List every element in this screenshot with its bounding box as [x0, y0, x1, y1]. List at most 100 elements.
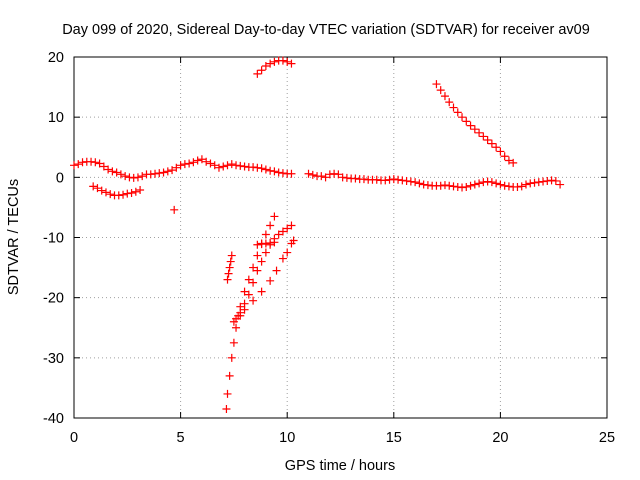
- x-tick-label: 0: [70, 430, 78, 446]
- data-point: [240, 162, 249, 171]
- data-point: [101, 188, 110, 197]
- data-point: [289, 236, 298, 245]
- data-point: [283, 57, 292, 66]
- data-point: [193, 156, 202, 165]
- data-point: [270, 238, 279, 247]
- data-point: [385, 175, 394, 184]
- data-point: [89, 182, 98, 191]
- data-point: [257, 287, 266, 296]
- plot-frame: [73, 56, 608, 419]
- data-point: [222, 404, 231, 413]
- data-point: [121, 172, 130, 181]
- data-point: [225, 263, 234, 272]
- data-point: [261, 62, 270, 71]
- data-point: [270, 57, 279, 66]
- data-point: [287, 221, 296, 230]
- data-point: [440, 92, 449, 101]
- data-point: [151, 169, 160, 178]
- data-point: [359, 175, 368, 184]
- series-descending-arc: [432, 80, 518, 167]
- data-point: [483, 136, 492, 145]
- data-point: [172, 163, 181, 172]
- data-point: [138, 172, 147, 181]
- data-point: [530, 178, 539, 187]
- data-point: [125, 173, 134, 182]
- data-point: [278, 169, 287, 178]
- data-point: [475, 179, 484, 188]
- data-point: [266, 238, 275, 247]
- data-point: [278, 227, 287, 236]
- data-point: [249, 278, 258, 287]
- data-point: [236, 311, 245, 320]
- data-point: [436, 86, 445, 95]
- data-point: [351, 174, 360, 183]
- data-point: [180, 160, 189, 169]
- data-point: [266, 276, 275, 285]
- data-point: [227, 353, 236, 362]
- data-point: [470, 180, 479, 189]
- data-point: [432, 80, 441, 89]
- data-point: [304, 169, 313, 178]
- series-short-stub: [223, 251, 236, 284]
- data-point: [119, 190, 128, 199]
- y-tick-label: -30: [43, 351, 64, 367]
- data-point: [261, 230, 270, 239]
- data-point: [244, 275, 253, 284]
- data-point: [249, 263, 258, 272]
- x-axis-label: GPS time / hours: [285, 458, 395, 474]
- data-point: [389, 175, 398, 184]
- data-point: [449, 182, 458, 191]
- data-point: [445, 181, 454, 190]
- data-point: [114, 191, 123, 200]
- data-point: [159, 168, 168, 177]
- plot-border: [73, 56, 608, 419]
- data-point: [163, 167, 172, 176]
- data-point: [402, 176, 411, 185]
- data-point: [466, 121, 475, 130]
- data-point: [104, 165, 113, 174]
- data-point: [287, 169, 296, 178]
- data-point: [257, 164, 266, 173]
- data-point: [189, 158, 198, 167]
- data-point: [534, 178, 543, 187]
- data-point: [509, 158, 518, 167]
- data-point: [398, 176, 407, 185]
- data-point: [261, 239, 270, 248]
- data-point: [197, 155, 206, 164]
- y-tick-label: -20: [43, 291, 64, 307]
- data-point: [504, 182, 513, 191]
- series-middle-arc: [232, 221, 296, 323]
- y-tick-label: 0: [56, 170, 64, 186]
- data-point: [266, 59, 275, 68]
- data-point: [253, 266, 262, 275]
- data-point: [95, 159, 104, 168]
- data-point: [127, 188, 136, 197]
- y-tick-label: -10: [43, 231, 64, 247]
- x-tick-label: 25: [599, 430, 615, 446]
- axis-ticks: 0 5 10 15 20 25 -40 -30 -20 -10 0 10 20: [43, 50, 615, 446]
- data-point: [136, 185, 145, 194]
- data-point: [411, 178, 420, 187]
- data-point: [272, 266, 281, 275]
- data-point: [500, 152, 509, 161]
- data-point: [224, 269, 233, 278]
- series-lower-arc: [229, 236, 298, 326]
- data-point: [475, 128, 484, 137]
- data-point: [317, 172, 326, 181]
- data-point: [214, 163, 223, 172]
- y-tick-label: -40: [43, 411, 64, 427]
- data-point: [547, 176, 556, 185]
- data-point: [462, 182, 471, 191]
- y-tick-label: 10: [48, 110, 64, 126]
- data-point: [257, 240, 266, 249]
- data-point: [270, 167, 279, 176]
- data-point: [266, 221, 275, 230]
- data-point: [226, 257, 235, 266]
- data-point: [445, 98, 454, 107]
- data-point: [458, 113, 467, 122]
- data-point: [342, 173, 351, 182]
- x-tick-label: 15: [386, 430, 402, 446]
- data-point: [133, 173, 142, 182]
- data-point: [406, 177, 415, 186]
- data-point: [500, 181, 509, 190]
